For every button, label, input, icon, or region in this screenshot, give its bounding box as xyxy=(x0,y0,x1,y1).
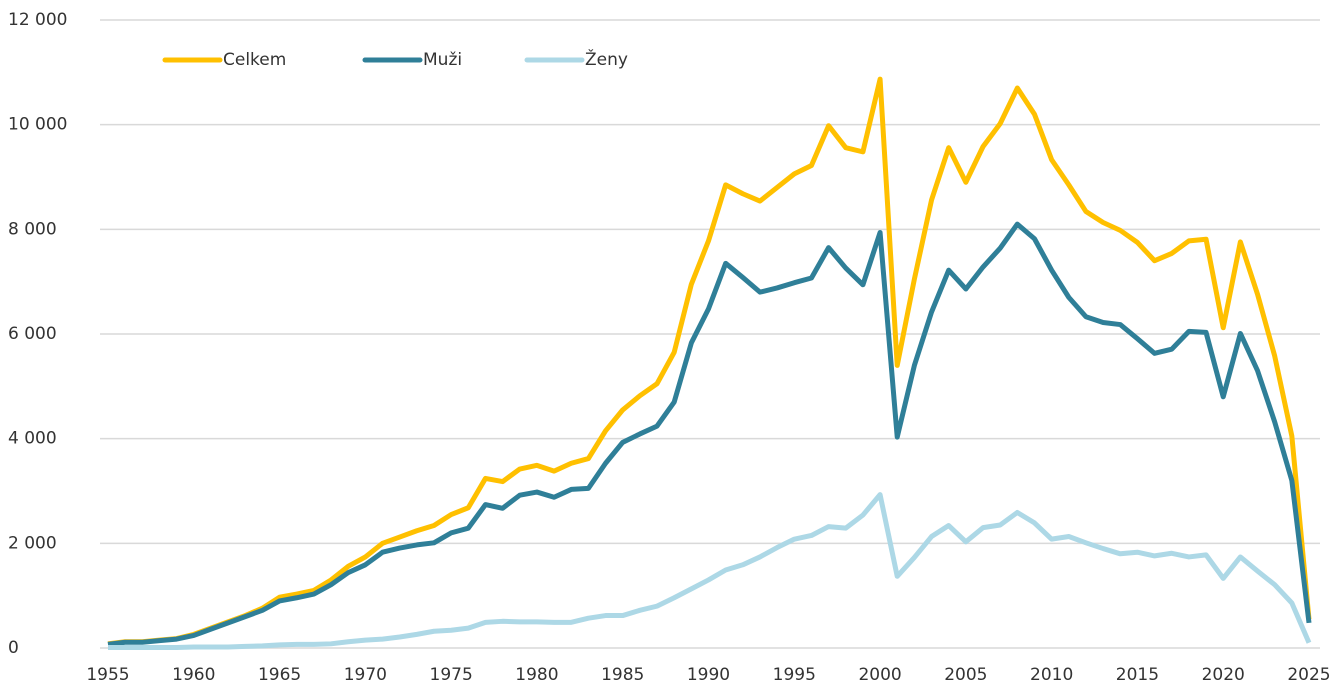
x-tick-label: 2010 xyxy=(1030,665,1073,685)
y-tick-label: 2 000 xyxy=(8,533,57,553)
x-tick-label: 2025 xyxy=(1287,665,1330,685)
series-line xyxy=(107,76,1312,647)
y-tick-label: 0 xyxy=(8,638,19,658)
legend-label: Muži xyxy=(423,50,462,70)
y-tick-label: 8 000 xyxy=(8,219,57,239)
x-tick-label: 2020 xyxy=(1202,665,1245,685)
x-tick-label: 1970 xyxy=(344,665,387,685)
x-tick-label: 2005 xyxy=(944,665,987,685)
x-tick-label: 2000 xyxy=(858,665,901,685)
x-tick-label: 1960 xyxy=(172,665,215,685)
y-tick-label: 6 000 xyxy=(8,324,57,344)
x-tick-label: 1975 xyxy=(430,665,473,685)
y-tick-label: 12 000 xyxy=(8,10,67,30)
x-tick-label: 2015 xyxy=(1116,665,1159,685)
series-line xyxy=(107,221,1312,647)
x-tick-label: 1965 xyxy=(258,665,301,685)
legend-label: Celkem xyxy=(223,50,286,70)
y-tick-label: 4 000 xyxy=(8,429,57,449)
x-tick-label: 1980 xyxy=(515,665,558,685)
series-line xyxy=(108,492,1312,650)
x-tick-label: 1995 xyxy=(773,665,816,685)
x-tick-label: 1955 xyxy=(86,665,129,685)
legend-label: Ženy xyxy=(585,48,628,70)
y-tick-label: 10 000 xyxy=(8,115,67,135)
x-tick-label: 1985 xyxy=(601,665,644,685)
x-tick-label: 1990 xyxy=(687,665,730,685)
